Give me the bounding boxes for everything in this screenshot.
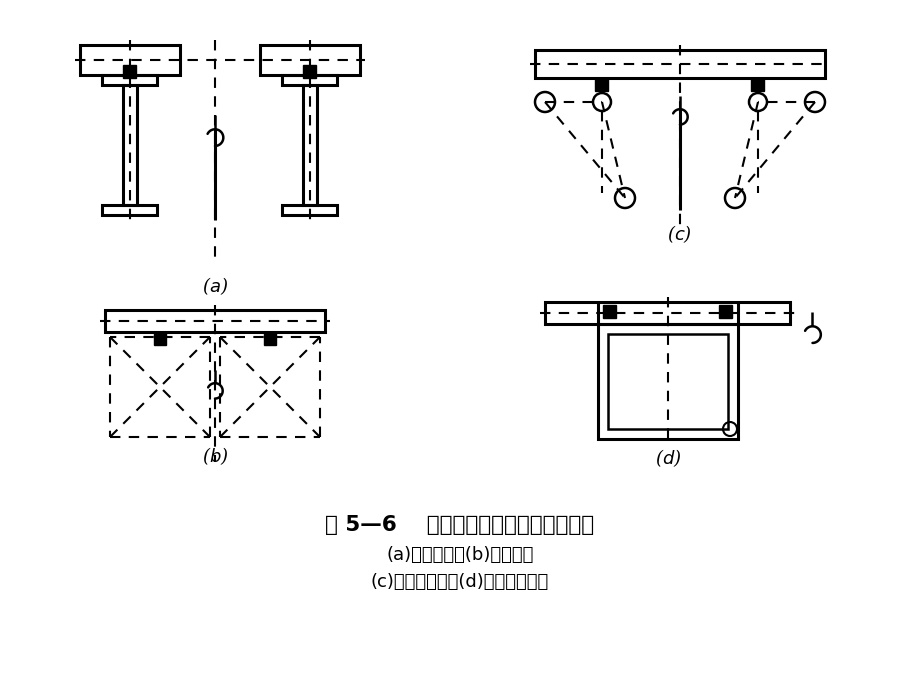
Bar: [719, 304, 732, 317]
Text: (c)三角形桁架；(d)单主梁箱型。: (c)三角形桁架；(d)单主梁箱型。: [370, 573, 549, 591]
Bar: [105, 310, 324, 332]
Text: 图 5—6    桥、门式起重机结构断面简图: 图 5—6 桥、门式起重机结构断面简图: [325, 515, 594, 535]
Bar: [123, 85, 137, 205]
Text: ($b$): ($b$): [201, 445, 228, 467]
Bar: [303, 64, 316, 77]
Bar: [545, 302, 789, 324]
Bar: [302, 85, 317, 205]
Bar: [535, 50, 824, 78]
Bar: [260, 45, 359, 75]
Bar: [751, 78, 764, 91]
Bar: [597, 324, 737, 439]
Bar: [607, 334, 727, 429]
Text: ($d$): ($d$): [654, 447, 681, 469]
Text: (a)双梁箱型；(b)四桁架；: (a)双梁箱型；(b)四桁架；: [386, 546, 533, 564]
Bar: [80, 45, 180, 75]
Bar: [102, 205, 157, 215]
Text: ($a$): ($a$): [201, 275, 228, 297]
Bar: [603, 304, 616, 317]
Bar: [282, 205, 337, 215]
Bar: [102, 75, 157, 85]
Bar: [282, 75, 337, 85]
Bar: [264, 333, 276, 345]
Text: ($c$): ($c$): [666, 223, 692, 245]
Bar: [595, 78, 607, 91]
Bar: [123, 64, 136, 77]
Bar: [153, 333, 165, 345]
